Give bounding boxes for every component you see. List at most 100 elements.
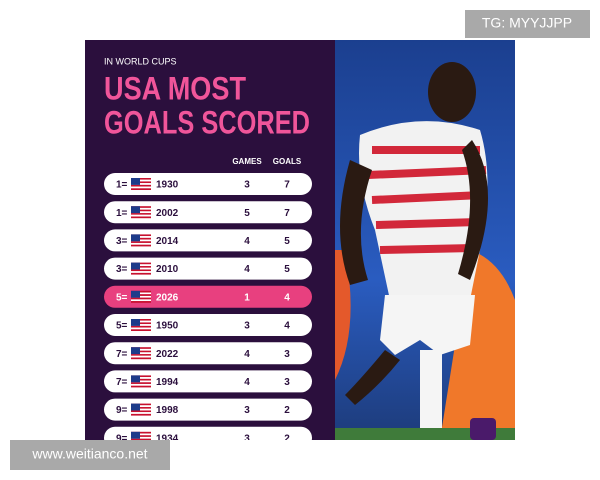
flag-stripe [131,350,151,353]
goals: 2 [284,405,290,416]
flag-canton [131,319,140,326]
flag-stripe [131,405,151,408]
table-row: 7= 2022 4 3 [104,342,312,365]
flag-canton [131,290,140,298]
flag-stripe [131,433,151,436]
flag-stripe [131,207,151,210]
year: 2026 [156,292,179,303]
flag-stripe [131,385,151,388]
flag-canton [131,234,140,242]
column-header: GAMES [232,157,262,166]
flag-stripe [131,234,151,237]
table-row: 1= 1930 3 7 [104,173,312,195]
rank: 7= [116,349,128,360]
flag-stripe [131,438,151,440]
flag-stripe [131,357,151,360]
flag-stripe [131,431,151,434]
flag-stripe [131,436,151,439]
rank: 1= [116,180,128,191]
flag-canton [131,403,140,411]
flag-stripe [131,295,151,298]
row-pill [104,173,312,195]
flag-stripe [131,186,151,189]
flag-stripe [131,178,151,180]
flag-stripe [131,213,151,215]
flag-stripe [131,435,151,437]
table-row: 9= 1998 3 2 [104,398,312,421]
games: 4 [244,349,250,360]
flag-stripe [131,348,151,351]
flag-canton [131,431,140,439]
year: 2010 [156,264,179,275]
games: 1 [244,292,250,303]
rank: 3= [116,236,128,247]
goals: 4 [284,321,290,332]
flag-stripe [131,244,151,247]
games: 3 [244,433,250,444]
year: 1930 [156,180,179,191]
rank: 3= [116,264,128,275]
title: USA MOST [104,70,246,106]
flag-stripe [131,325,151,328]
row-pill [104,314,312,336]
flag-stripe [131,184,151,187]
year: 2002 [156,208,179,219]
goals: 4 [284,292,290,303]
row-pill [104,342,312,365]
table-row: 9= 1934 3 2 [104,426,312,444]
rank: 5= [116,292,128,303]
flag-stripe [131,324,151,326]
year: 1994 [156,377,179,388]
flag-stripe [131,271,151,273]
flag-stripe [131,272,151,275]
flag-stripe [131,410,151,413]
games: 4 [244,377,250,388]
flag-stripe [131,322,151,325]
goals: 2 [284,433,290,444]
flag-stripe [131,354,151,356]
rank: 7= [116,377,128,388]
table-row: 1= 2002 5 7 [104,201,312,224]
row-pill [104,229,312,252]
games: 3 [244,180,250,191]
watermark: TG: MYYJJPP [482,15,572,31]
flag-stripe [131,206,151,208]
year: 2022 [156,349,179,360]
rank: 9= [116,433,128,444]
row-pill [104,426,312,440]
games: 3 [244,321,250,332]
flag-stripe [131,214,151,217]
flag-canton [131,347,140,355]
flag-stripe [131,403,151,406]
flag-stripe [131,264,151,267]
year: 1950 [156,321,179,332]
flag-stripe [131,375,151,378]
games: 5 [244,208,250,219]
table-row: 5= 2026 1 4 [104,285,312,308]
flag-canton [131,262,140,270]
goals: 3 [284,377,290,388]
games: 3 [244,405,250,416]
flag-stripe [131,378,151,381]
flag-stripe [131,290,151,293]
row-pill [104,257,312,280]
games: 4 [244,264,250,275]
flag-stripe [131,179,151,182]
flag-stripe [131,294,151,296]
flag-stripe [131,320,151,323]
table-row: 5= 1950 3 4 [104,314,312,336]
title: GOALS SCORED [104,104,310,140]
flag-stripe [131,237,151,240]
flag-stripe [131,292,151,295]
flag-stripe [131,183,151,185]
row-pill [104,398,312,421]
flag-stripe [131,413,151,416]
goals: 7 [284,208,290,219]
goals: 3 [284,349,290,360]
goals: 7 [284,180,290,191]
flag-stripe [131,299,151,302]
goals: 5 [284,264,290,275]
flag-stripe [131,412,151,414]
